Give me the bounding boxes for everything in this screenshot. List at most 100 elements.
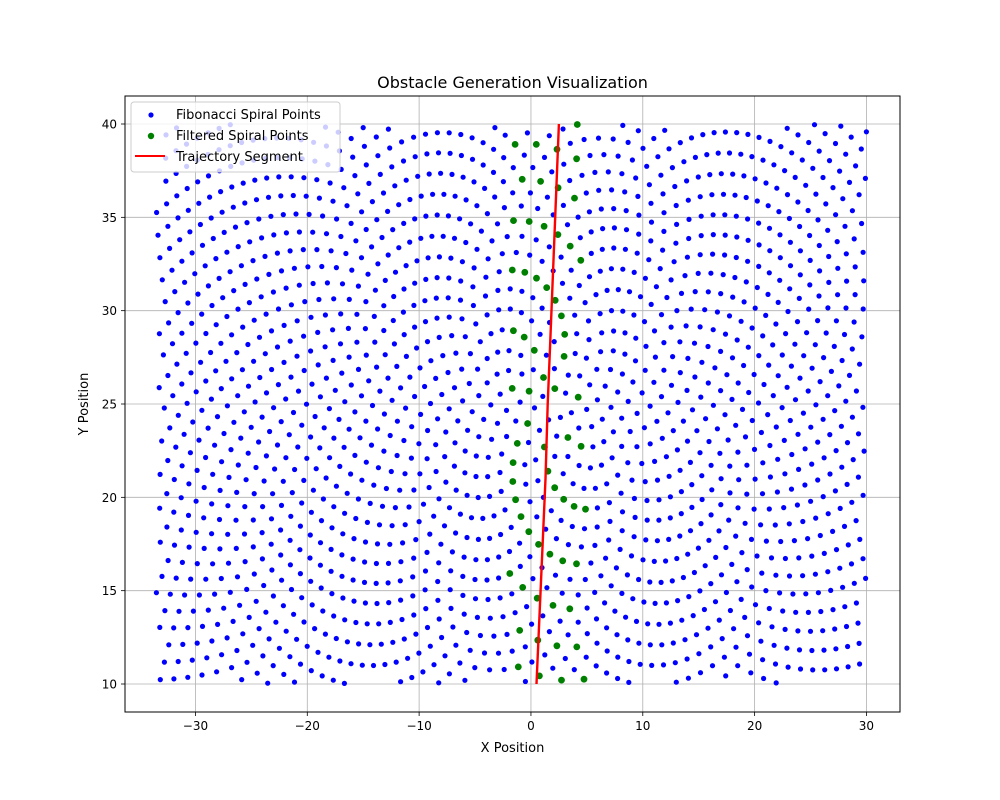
- spiral-point: [157, 255, 163, 261]
- spiral-point: [193, 389, 199, 395]
- spiral-point: [460, 398, 466, 404]
- spiral-point: [365, 271, 371, 277]
- spiral-point: [489, 436, 495, 442]
- legend-label-trajectory: Trajectory Segment: [175, 150, 303, 165]
- spiral-point: [571, 667, 577, 673]
- spiral-point: [668, 324, 674, 330]
- spiral-point: [785, 664, 791, 670]
- spiral-point: [787, 263, 794, 269]
- spiral-point: [689, 504, 695, 510]
- spiral-point: [633, 335, 639, 341]
- spiral-point: [390, 317, 396, 324]
- spiral-point: [852, 292, 858, 298]
- spiral-point: [729, 396, 735, 402]
- spiral-point: [416, 441, 422, 447]
- spiral-point: [510, 190, 516, 196]
- spiral-point: [424, 339, 431, 345]
- spiral-point: [485, 454, 491, 460]
- spiral-point: [689, 407, 696, 413]
- spiral-point: [666, 473, 672, 479]
- spiral-point: [174, 361, 180, 367]
- spiral-point: [254, 276, 260, 282]
- spiral-point: [756, 620, 762, 626]
- spiral-point: [337, 341, 344, 347]
- spiral-point: [238, 263, 244, 269]
- spiral-point: [401, 636, 407, 642]
- spiral-point: [367, 642, 373, 648]
- spiral-point: [217, 546, 223, 552]
- spiral-point: [348, 220, 354, 226]
- spiral-point: [784, 125, 790, 131]
- spiral-point: [708, 512, 714, 518]
- spiral-point: [371, 482, 377, 488]
- spiral-point: [203, 576, 209, 582]
- spiral-point: [400, 309, 406, 315]
- spiral-point: [722, 412, 728, 418]
- spiral-point: [402, 471, 408, 477]
- spiral-point: [299, 595, 305, 601]
- spiral-point: [276, 645, 282, 651]
- spiral-point: [756, 263, 762, 269]
- spiral-point: [232, 224, 239, 230]
- spiral-point: [242, 504, 248, 510]
- spiral-point: [803, 591, 809, 597]
- spiral-point: [422, 319, 429, 325]
- spiral-point: [784, 192, 791, 198]
- spiral-point: [273, 619, 279, 625]
- spiral-point: [350, 577, 356, 583]
- spiral-point: [288, 174, 294, 180]
- spiral-point: [767, 248, 773, 254]
- spiral-point: [695, 545, 702, 551]
- spiral-point: [462, 448, 468, 454]
- spiral-point: [363, 459, 369, 465]
- spiral-point: [828, 368, 835, 374]
- spiral-point: [525, 439, 532, 446]
- spiral-point: [795, 431, 801, 437]
- spiral-point: [405, 655, 411, 661]
- spiral-point: [588, 229, 594, 235]
- filtered-point: [506, 570, 514, 577]
- spiral-point: [313, 466, 319, 472]
- spiral-point: [530, 164, 536, 171]
- filtered-point: [553, 642, 561, 650]
- spiral-point: [533, 237, 539, 243]
- spiral-point: [552, 572, 559, 578]
- spiral-point: [833, 212, 839, 218]
- spiral-point: [472, 665, 478, 671]
- spiral-point: [155, 232, 161, 238]
- spiral-point: [745, 216, 751, 222]
- spiral-point: [462, 677, 468, 683]
- spiral-point: [604, 625, 610, 631]
- spiral-point: [651, 328, 658, 334]
- legend: Fibonacci Spiral Points Filtered Spiral …: [130, 101, 341, 173]
- spiral-point: [457, 511, 463, 517]
- spiral-point: [190, 608, 196, 614]
- spiral-point: [842, 604, 848, 610]
- spiral-point: [839, 357, 845, 364]
- spiral-point: [801, 353, 807, 359]
- spiral-point: [720, 191, 727, 197]
- spiral-point: [723, 673, 729, 679]
- spiral-point: [427, 531, 433, 537]
- spiral-point: [777, 232, 783, 238]
- spiral-point: [560, 471, 566, 477]
- spiral-point: [330, 327, 336, 333]
- spiral-point: [627, 428, 633, 435]
- spiral-point: [355, 496, 361, 502]
- spiral-point: [438, 170, 444, 176]
- spiral-point: [426, 484, 432, 491]
- filtered-point: [517, 513, 525, 520]
- spiral-point: [193, 340, 199, 346]
- spiral-point: [333, 635, 339, 642]
- spiral-point: [527, 252, 533, 258]
- spiral-point: [774, 489, 781, 495]
- spiral-point: [403, 405, 409, 411]
- spiral-point: [569, 523, 575, 530]
- spiral-point: [763, 180, 769, 186]
- filtered-point: [525, 387, 533, 395]
- spiral-point: [477, 339, 483, 345]
- spiral-point: [278, 193, 284, 199]
- spiral-point: [561, 161, 567, 167]
- spiral-point: [595, 135, 602, 141]
- spiral-point: [214, 669, 220, 675]
